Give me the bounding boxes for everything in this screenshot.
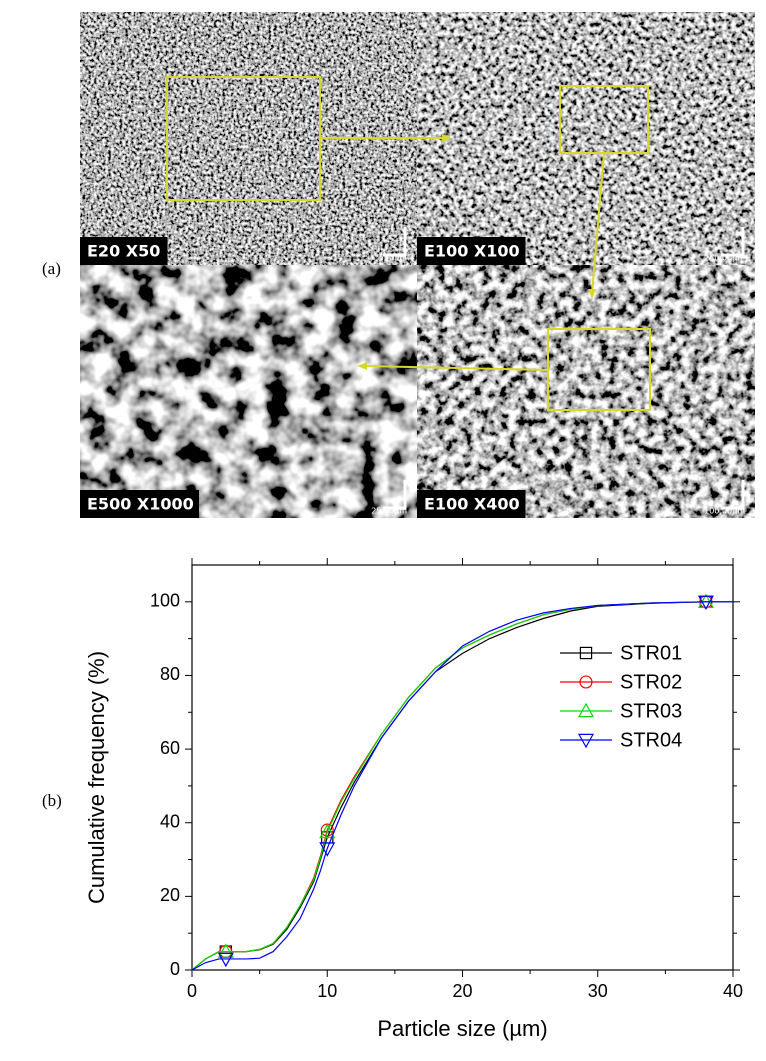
micrograph bbox=[80, 265, 417, 518]
series-line bbox=[191, 601, 733, 971]
legend-label: STR01 bbox=[620, 642, 682, 664]
arrow bbox=[591, 152, 605, 295]
x-tick-label: 0 bbox=[187, 981, 197, 1001]
y-tick-label: 0 bbox=[170, 959, 180, 979]
panel-label: (a) bbox=[42, 259, 61, 278]
x-tick-label: 30 bbox=[588, 981, 608, 1001]
plot-frame bbox=[191, 564, 734, 971]
legend-label: STR03 bbox=[620, 700, 682, 722]
marker bbox=[697, 593, 714, 609]
micrograph bbox=[417, 12, 755, 265]
scale-label: 25,00µm bbox=[371, 507, 407, 516]
x-tick-label: 10 bbox=[317, 981, 337, 1001]
scale-bar bbox=[721, 480, 745, 510]
marker bbox=[319, 823, 336, 839]
arrow bbox=[361, 365, 549, 371]
y-tick-label: 60 bbox=[160, 738, 180, 758]
scale-bar bbox=[721, 227, 745, 257]
scale-label: 250,00µm bbox=[704, 254, 745, 263]
scale-label: 500µm bbox=[379, 254, 407, 263]
legend-label: STR04 bbox=[620, 729, 682, 751]
micrographs: E20 X50 500µm E100 X100 250,00µm E500 X1000 2… bbox=[80, 12, 755, 518]
legend-marker bbox=[579, 675, 593, 689]
x-axis-title: Particle size (µm) bbox=[377, 1016, 547, 1041]
image-caption: E20 X50 bbox=[87, 242, 160, 261]
legend-marker bbox=[579, 646, 593, 660]
chart: 0 10 20 30 40 0 20 40 60 80 100 Particle size (µm) C… bbox=[84, 558, 743, 1041]
y-tick-label: 40 bbox=[160, 811, 180, 831]
y-axis-title: Cumulative frequency (%) bbox=[84, 651, 109, 904]
x-tick-label: 40 bbox=[723, 981, 743, 1001]
legend-marker bbox=[577, 702, 595, 718]
legend-label: STR02 bbox=[620, 671, 682, 693]
scale-bar bbox=[383, 480, 407, 510]
caption-box bbox=[80, 490, 199, 518]
series-line bbox=[191, 601, 733, 971]
x-tick-label: 20 bbox=[452, 981, 472, 1001]
caption-box bbox=[417, 237, 526, 265]
caption-box bbox=[417, 490, 526, 518]
marker bbox=[217, 952, 234, 968]
marker bbox=[217, 943, 234, 958]
scale-bar bbox=[383, 227, 407, 257]
y-tick-label: 80 bbox=[160, 664, 180, 684]
legend-marker bbox=[577, 733, 595, 749]
panel-label: (b) bbox=[42, 791, 62, 810]
micrograph bbox=[417, 265, 755, 518]
marker bbox=[697, 595, 714, 611]
annotations bbox=[166, 76, 651, 411]
image-caption: E100 X400 bbox=[424, 495, 520, 514]
caption-box bbox=[80, 237, 168, 265]
image-caption: E100 X100 bbox=[424, 242, 520, 261]
image-caption: E500 X1000 bbox=[87, 495, 194, 514]
scale-label: 100,00µm bbox=[704, 507, 745, 516]
y-tick-label: 20 bbox=[160, 885, 180, 905]
marker bbox=[319, 842, 336, 857]
y-tick-label: 100 bbox=[150, 591, 180, 611]
